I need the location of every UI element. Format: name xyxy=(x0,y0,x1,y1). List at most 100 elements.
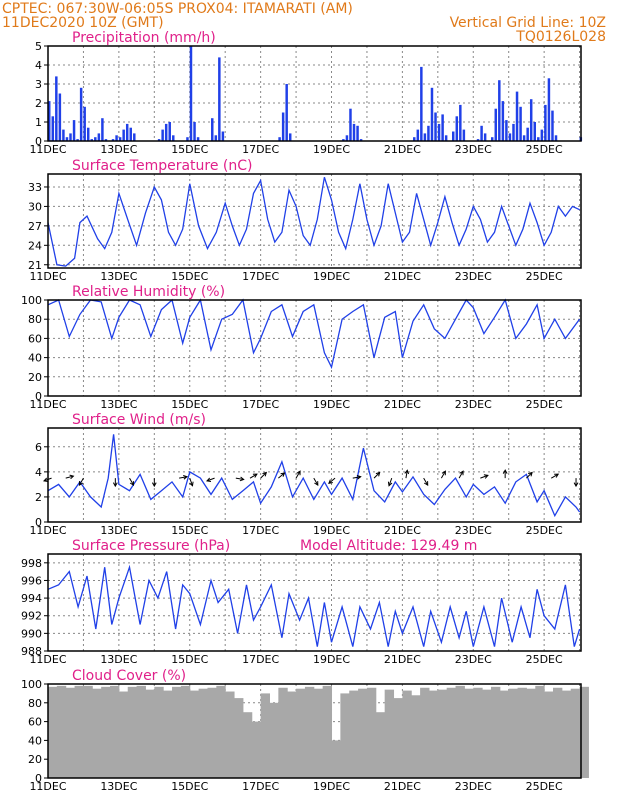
wind-arrow-head xyxy=(239,476,245,482)
y-tick-label: 988 xyxy=(21,645,42,658)
panel-2: 11DEC 13DEC 15DEC 17DEC 19DEC 21DEC 23DEC 25DEC… xyxy=(21,284,582,411)
header-station-line: CPTEC: 067:30W-06:05S PROX04: ITAMARATI … xyxy=(2,1,353,17)
precip-bar xyxy=(214,135,218,141)
x-tick-label: 23DEC xyxy=(455,780,492,793)
cloud-cover-bar xyxy=(180,685,191,778)
precip-bar xyxy=(416,129,420,141)
wind-arrow-head xyxy=(314,481,319,487)
cloud-cover-bar xyxy=(508,688,519,778)
cloud-cover-bar xyxy=(278,687,288,778)
cloud-cover-bar xyxy=(56,685,67,778)
cloud-cover-bar xyxy=(269,702,279,778)
precip-bar xyxy=(115,135,118,141)
precip-bar xyxy=(164,123,168,141)
precip-bar xyxy=(462,129,466,141)
x-tick-label: 15DEC xyxy=(171,653,208,666)
wind-arrow-head xyxy=(189,481,194,487)
cloud-cover-bar xyxy=(420,687,430,778)
cloud-cover-bar xyxy=(517,687,527,778)
precip-bar xyxy=(554,135,558,141)
y-tick-label: 6 xyxy=(35,441,42,454)
precip-bar xyxy=(547,78,551,141)
precip-bar xyxy=(430,87,434,141)
precip-bar xyxy=(285,84,288,141)
y-tick-label: 24 xyxy=(28,239,42,252)
y-tick-label: 996 xyxy=(21,574,42,587)
cloud-cover-bar xyxy=(101,686,111,778)
precip-bar xyxy=(186,137,189,141)
x-tick-label: 13DEC xyxy=(100,143,137,156)
panel-title: Cloud Cover (%) xyxy=(72,668,186,684)
wind-arrow xyxy=(440,470,446,479)
cloud-cover-bar xyxy=(65,687,76,778)
y-tick-label: 30 xyxy=(28,200,42,213)
precip-bar xyxy=(551,110,554,141)
precip-bar xyxy=(476,139,480,141)
cloud-cover-bar xyxy=(313,688,324,778)
wind-arrow xyxy=(206,477,215,482)
cloud-cover-bar xyxy=(198,688,208,778)
panel-annotation: Model Altitude: 129.49 m xyxy=(300,538,477,554)
precip-bar xyxy=(48,101,51,141)
precip-bar xyxy=(168,122,171,141)
precip-bar xyxy=(288,133,292,141)
x-tick-label: 25DEC xyxy=(526,270,563,283)
wind-arrow-head xyxy=(296,470,301,476)
cloud-cover-bar xyxy=(393,698,403,778)
x-tick-label: 13DEC xyxy=(100,270,137,283)
header-grid-note: Vertical Grid Line: 10Z xyxy=(450,15,606,31)
x-tick-label: 19DEC xyxy=(313,653,350,666)
wind-arrow-head xyxy=(404,469,410,475)
precip-bar xyxy=(218,57,221,141)
cloud-cover-bar xyxy=(154,686,164,778)
x-tick-label: 25DEC xyxy=(526,143,563,156)
x-tick-label: 15DEC xyxy=(171,398,208,411)
wind-arrow xyxy=(278,472,285,479)
cloud-cover-bar xyxy=(384,689,395,778)
series-line xyxy=(47,177,580,267)
x-tick-label: 15DEC xyxy=(171,270,208,283)
x-tick-label: 11DEC xyxy=(29,398,66,411)
wind-arrow-head xyxy=(441,470,446,476)
precip-bar xyxy=(423,133,427,141)
y-tick-label: 5 xyxy=(35,40,42,53)
cloud-cover-bar xyxy=(402,690,412,778)
precip-bar xyxy=(540,129,544,141)
cloud-cover-bar xyxy=(83,685,93,778)
wind-arrow xyxy=(405,470,408,479)
precip-bar xyxy=(172,135,175,141)
cloud-cover-bar xyxy=(446,687,457,778)
precip-bar xyxy=(83,106,86,141)
wind-arrow xyxy=(423,477,429,486)
wind-arrow xyxy=(373,472,381,479)
wind-arrow xyxy=(526,472,533,479)
panel-title: Surface Temperature (nC) xyxy=(72,158,253,174)
precip-bar xyxy=(434,112,437,141)
cloud-cover-bar xyxy=(110,685,120,778)
cloud-cover-bar xyxy=(304,686,315,778)
precip-bar xyxy=(515,91,519,141)
x-tick-label: 17DEC xyxy=(242,653,279,666)
y-tick-label: 40 xyxy=(28,352,42,365)
precip-bar xyxy=(529,99,533,141)
x-tick-label: 23DEC xyxy=(455,653,492,666)
wind-arrow-head xyxy=(554,473,560,478)
cloud-cover-bar xyxy=(48,686,58,778)
y-tick-label: 27 xyxy=(28,220,42,233)
cloud-cover-bar xyxy=(163,690,173,778)
y-tick-label: 100 xyxy=(21,678,42,691)
wind-arrow-head xyxy=(459,470,464,476)
wind-arrow xyxy=(260,472,267,479)
precip-bar xyxy=(196,137,200,141)
x-tick-label: 13DEC xyxy=(100,398,137,411)
precip-bar xyxy=(483,133,487,141)
precip-bar xyxy=(413,137,416,141)
wind-arrow-head xyxy=(387,481,393,487)
precip-bar xyxy=(459,104,462,141)
y-tick-label: 4 xyxy=(35,59,42,72)
precip-bar xyxy=(157,139,161,141)
cloud-cover-bar xyxy=(473,687,483,778)
y-tick-label: 100 xyxy=(21,294,42,307)
y-tick-label: 990 xyxy=(21,627,42,640)
x-tick-label: 17DEC xyxy=(242,524,279,537)
